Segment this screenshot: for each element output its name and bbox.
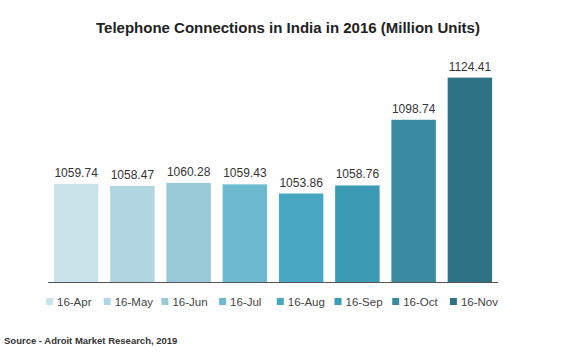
legend-swatch	[392, 298, 399, 305]
legend-swatch	[450, 298, 457, 305]
legend-label: 16-Apr	[57, 296, 92, 308]
bar	[110, 186, 154, 282]
x-axis-line	[48, 282, 498, 283]
bar	[54, 184, 98, 282]
data-label: 1053.86	[279, 176, 323, 190]
bar	[279, 194, 323, 282]
bar	[166, 183, 210, 282]
title: Telephone Connections in India in 2016 (…	[96, 19, 480, 36]
source: Source - Adroit Market Research, 2019	[4, 335, 177, 346]
data-label: 1124.41	[449, 60, 492, 74]
legend-label: 16-Jun	[172, 296, 207, 308]
chart-container: Telephone Connections in India in 2016 (…	[0, 0, 579, 362]
legend-swatch	[46, 298, 53, 305]
legend-label: 16-Aug	[288, 296, 325, 308]
bar	[223, 184, 267, 282]
legend-label: 16-Oct	[403, 296, 438, 308]
legend-swatch	[277, 298, 284, 305]
bar	[335, 185, 379, 282]
legend-label: 16-Jul	[230, 296, 261, 308]
legend-label: 16-Nov	[461, 296, 498, 308]
legend: 16-Apr 16-May 16-Jun 16-Jul 16-Aug 16-Sep 16-O…	[46, 296, 498, 308]
legend-swatch	[104, 298, 111, 305]
data-label: 1059.43	[223, 166, 267, 180]
bars	[54, 78, 492, 282]
bar	[448, 78, 492, 282]
bar	[391, 120, 435, 282]
legend-swatch	[161, 298, 168, 305]
data-label: 1058.47	[111, 168, 155, 182]
data-label: 1098.74	[392, 102, 436, 116]
data-label: 1060.28	[167, 165, 211, 179]
legend-swatch	[219, 298, 226, 305]
legend-label: 16-Sep	[346, 296, 383, 308]
chart-svg: Telephone Connections in India in 2016 (…	[0, 0, 579, 362]
data-labels: 1059.74 1058.47 1060.28 1059.43 1053.86 1058.…	[54, 60, 491, 190]
legend-label: 16-May	[115, 296, 154, 308]
data-label: 1059.74	[54, 166, 98, 180]
data-label: 1058.76	[336, 167, 380, 181]
legend-swatch	[335, 298, 342, 305]
